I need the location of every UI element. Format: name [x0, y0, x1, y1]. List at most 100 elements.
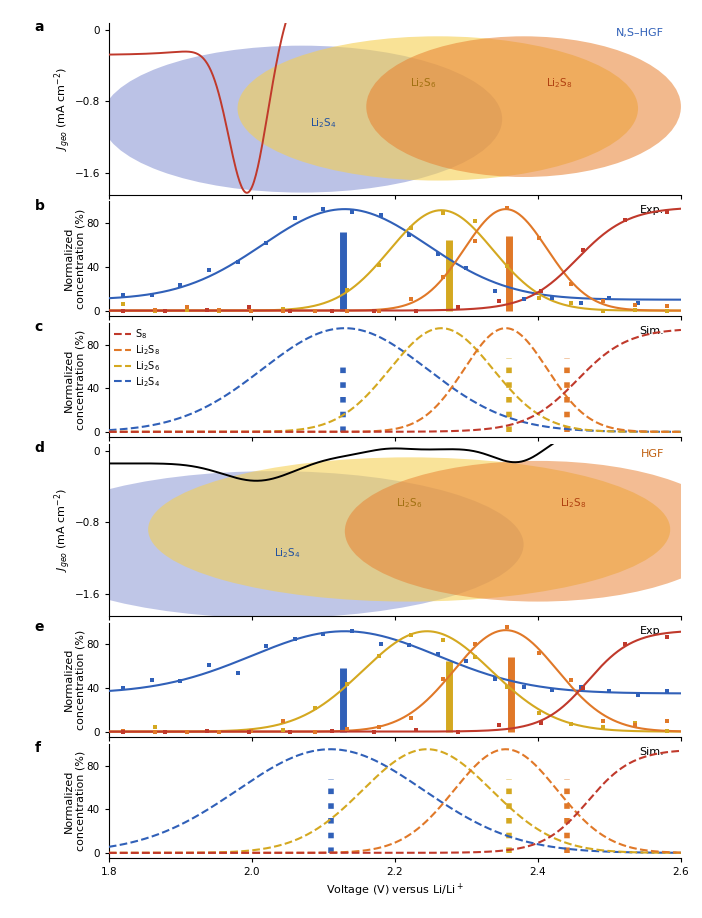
Point	[150, 303, 161, 318]
Point	[373, 303, 385, 318]
Point	[629, 717, 640, 732]
Point	[277, 713, 289, 728]
Point	[469, 636, 480, 651]
Point	[578, 680, 589, 695]
Point	[318, 201, 329, 216]
Text: a: a	[34, 19, 44, 34]
Point	[629, 715, 640, 730]
Point	[150, 720, 161, 734]
Text: e: e	[34, 621, 44, 634]
Point	[597, 294, 609, 308]
Point	[159, 303, 171, 318]
Text: N,S–HGF: N,S–HGF	[616, 28, 664, 39]
Point	[533, 231, 544, 246]
Point	[201, 724, 212, 739]
Point	[469, 234, 480, 249]
Text: Sim.: Sim.	[639, 747, 664, 757]
Point	[501, 620, 512, 634]
Point	[405, 220, 416, 235]
Point	[213, 724, 225, 739]
Text: f: f	[34, 742, 41, 756]
Point	[633, 297, 644, 311]
Point	[289, 632, 300, 646]
Point	[369, 303, 380, 318]
Point	[150, 302, 161, 317]
Point	[432, 247, 444, 262]
Point	[285, 303, 296, 318]
Point	[146, 287, 157, 302]
Point	[461, 654, 472, 668]
Point	[410, 303, 421, 318]
Point	[204, 658, 215, 673]
Point	[575, 679, 586, 694]
Point	[159, 724, 171, 739]
Point	[289, 210, 300, 225]
Y-axis label: Normalized
concentration (%): Normalized concentration (%)	[64, 330, 85, 431]
Ellipse shape	[345, 461, 702, 601]
Point	[661, 714, 673, 729]
Point	[373, 648, 385, 663]
Point	[597, 713, 609, 728]
Point	[181, 724, 192, 739]
Point	[117, 723, 128, 738]
Point	[326, 303, 338, 318]
Point	[578, 242, 589, 257]
Point	[246, 303, 257, 318]
Point	[326, 724, 338, 739]
Point	[437, 206, 449, 220]
Point	[213, 724, 225, 739]
Point	[597, 720, 609, 734]
Y-axis label: $J_{geo}$ (mA cm$^{-2}$): $J_{geo}$ (mA cm$^{-2}$)	[52, 487, 73, 572]
Point	[597, 303, 609, 318]
Point	[619, 636, 630, 651]
Point	[469, 214, 480, 229]
Text: Exp.: Exp.	[640, 205, 664, 215]
Ellipse shape	[148, 457, 670, 601]
Point	[661, 684, 673, 699]
Point	[565, 672, 576, 687]
Point	[518, 680, 529, 695]
Point	[181, 724, 192, 739]
Point	[232, 254, 243, 269]
Point	[404, 228, 415, 242]
Point	[565, 296, 576, 310]
Point	[533, 645, 544, 660]
Text: Li$_2$S$_4$: Li$_2$S$_4$	[310, 117, 337, 130]
Point	[661, 630, 673, 644]
Point	[150, 724, 161, 739]
Text: Li$_2$S$_8$: Li$_2$S$_8$	[546, 76, 573, 90]
Ellipse shape	[23, 471, 524, 618]
Point	[489, 671, 501, 686]
Text: Li$_2$S$_8$: Li$_2$S$_8$	[560, 496, 587, 509]
Point	[575, 296, 586, 310]
Point	[536, 283, 547, 297]
Point	[489, 284, 501, 298]
Ellipse shape	[102, 46, 502, 193]
Point	[285, 724, 296, 739]
Point	[461, 261, 472, 275]
Point	[175, 277, 186, 292]
Point	[437, 671, 449, 686]
Point	[341, 677, 352, 691]
Point	[181, 300, 192, 315]
Text: Exp.: Exp.	[640, 626, 664, 636]
Point	[341, 303, 352, 318]
Point	[565, 717, 576, 732]
Text: b: b	[34, 199, 44, 213]
Point	[117, 303, 128, 318]
Text: HGF: HGF	[640, 449, 664, 459]
Point	[533, 706, 544, 721]
Point	[246, 303, 257, 318]
Text: Li$_2$S$_6$: Li$_2$S$_6$	[396, 496, 423, 509]
Point	[373, 720, 385, 734]
Point	[117, 287, 128, 302]
Point	[213, 303, 225, 318]
Ellipse shape	[237, 37, 638, 181]
Point	[243, 300, 254, 315]
Point	[661, 205, 673, 219]
Point	[146, 672, 157, 687]
Point	[117, 297, 128, 311]
Point	[117, 681, 128, 696]
Point	[404, 638, 415, 653]
Text: c: c	[34, 320, 43, 334]
